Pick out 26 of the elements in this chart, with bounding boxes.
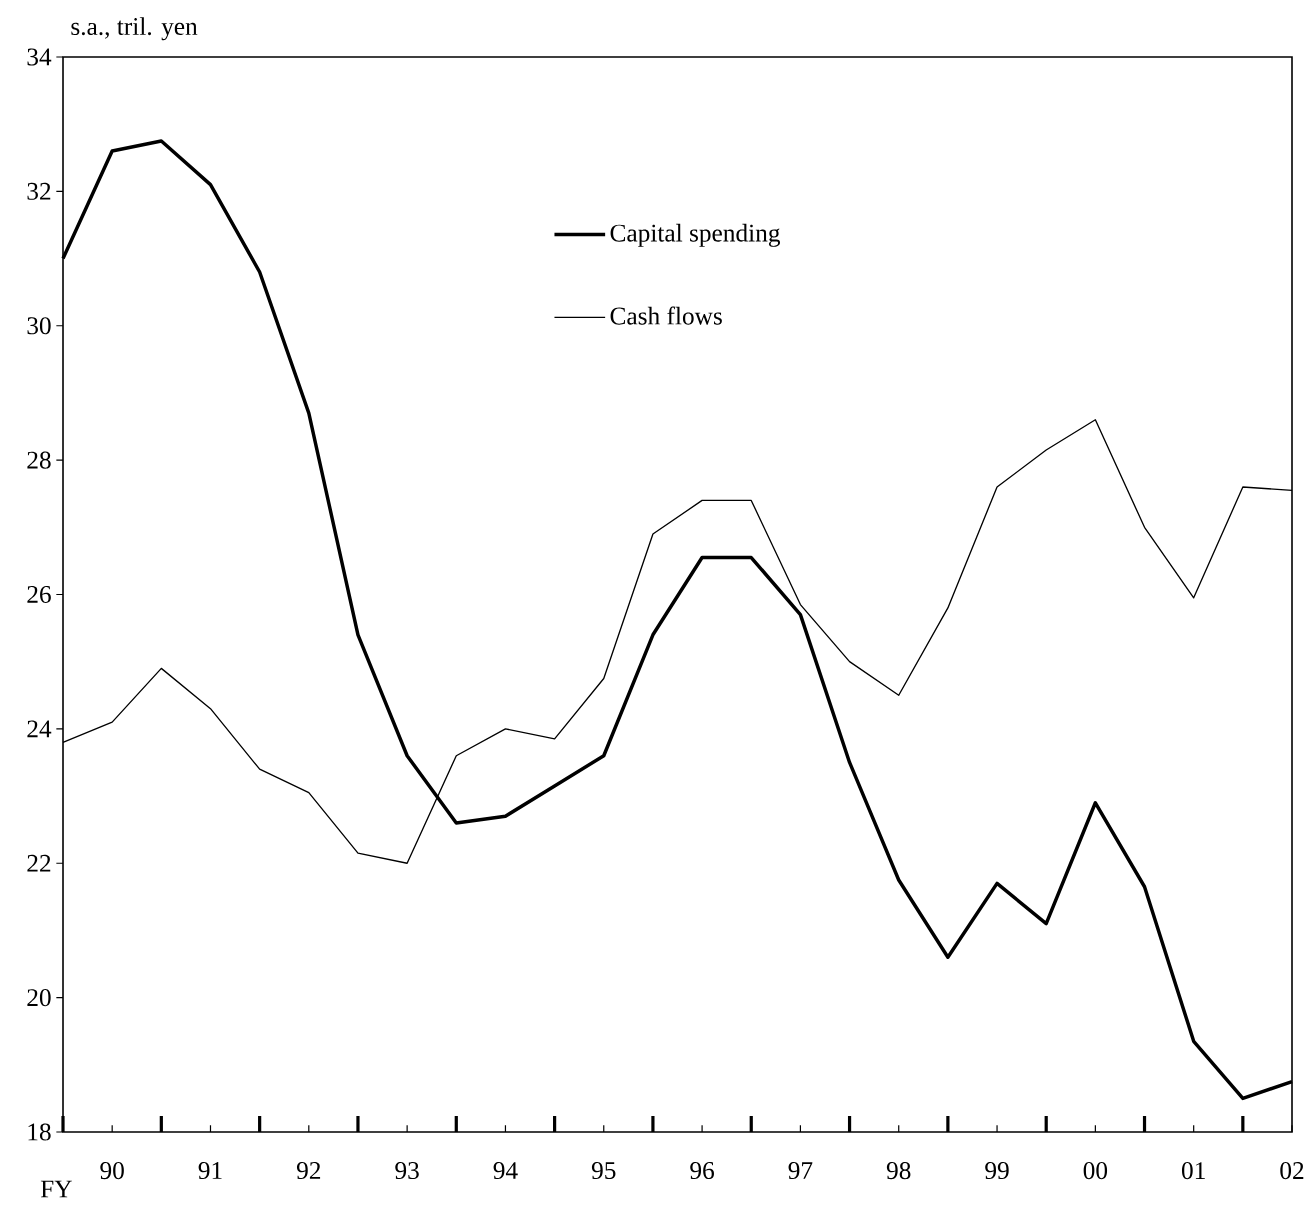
y-tick-label: 28 [27, 451, 51, 469]
y-tick-label: 20 [27, 989, 51, 1007]
x-tick-label: 99 [985, 1162, 1009, 1180]
x-tick-label: 90 [100, 1162, 124, 1180]
x-tick-label: 02 [1280, 1162, 1304, 1180]
x-tick-label: 92 [296, 1162, 321, 1180]
y-tick-label: 26 [27, 585, 51, 603]
x-tick-label: 97 [788, 1162, 813, 1180]
y-tick-label: 24 [27, 720, 52, 738]
x-tick-label: 00 [1083, 1162, 1108, 1180]
y-axis-title: s.a., tril. yen [71, 17, 198, 41]
legend-label: Capital spending [610, 223, 781, 247]
y-tick-label: 22 [27, 854, 51, 872]
x-tick-label: 91 [198, 1162, 222, 1180]
x-tick-label: 95 [591, 1162, 616, 1180]
y-tick-label: 30 [27, 317, 51, 335]
legend-label: Cash flows [610, 306, 722, 325]
x-tick-label: 96 [690, 1162, 714, 1180]
x-axis-title: FY [40, 1180, 72, 1198]
x-tick-label: 98 [886, 1162, 911, 1180]
x-tick-label: 93 [395, 1162, 419, 1180]
x-tick-label: 01 [1181, 1162, 1205, 1180]
y-tick-label: 34 [27, 48, 52, 66]
x-tick-label: 94 [493, 1162, 518, 1180]
y-tick-label: 32 [27, 182, 51, 200]
y-tick-label: 18 [28, 1123, 51, 1141]
